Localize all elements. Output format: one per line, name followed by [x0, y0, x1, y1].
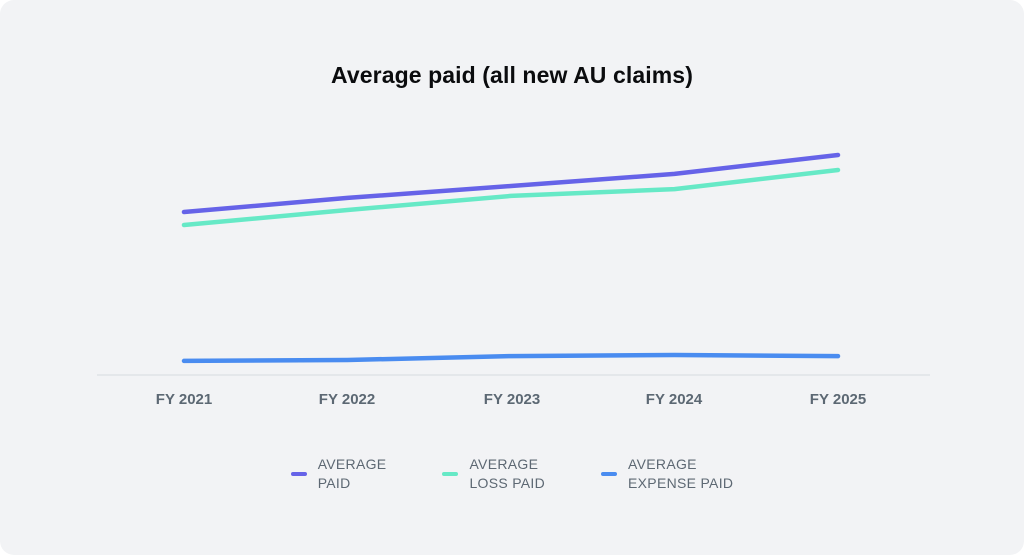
x-axis-tick-label: FY 2025 [809, 391, 867, 408]
x-axis-tick-label: FY 2023 [483, 391, 541, 408]
x-axis-tick-label: FY 2024 [645, 391, 703, 408]
legend-label-line: EXPENSE PAID [628, 475, 734, 491]
chart-legend: AVERAGE PAID AVERAGE LOSS PAID AVERAGE E… [0, 455, 1024, 493]
legend-item-average-paid[interactable]: AVERAGE PAID [290, 455, 387, 493]
legend-swatch-average-expense-paid [601, 471, 618, 477]
legend-swatch-average-loss-paid [442, 471, 459, 477]
legend-label-line: PAID [317, 475, 351, 491]
legend-label-line: AVERAGE [628, 456, 697, 472]
series-line-average-expense-paid [181, 352, 841, 364]
legend-label-average-paid: AVERAGE PAID [318, 455, 387, 493]
series-line-average-loss-paid [181, 167, 841, 228]
legend-label-line: AVERAGE [469, 456, 539, 472]
legend-item-average-loss-paid[interactable]: AVERAGE LOSS PAID [442, 455, 545, 493]
legend-label-line: AVERAGE [317, 456, 387, 472]
x-axis-tick-label: FY 2021 [155, 391, 213, 408]
legend-label-average-loss-paid: AVERAGE LOSS PAID [469, 455, 545, 493]
legend-swatch-average-paid [290, 471, 307, 477]
legend-label-line: LOSS PAID [469, 475, 546, 491]
legend-item-average-expense-paid[interactable]: AVERAGE EXPENSE PAID [601, 455, 733, 493]
series-line-average-paid [181, 152, 841, 215]
chart-title: Average paid (all new AU claims) [331, 62, 693, 88]
x-axis-tick-label: FY 2022 [318, 391, 376, 408]
legend-label-average-expense-paid: AVERAGE EXPENSE PAID [628, 455, 733, 493]
